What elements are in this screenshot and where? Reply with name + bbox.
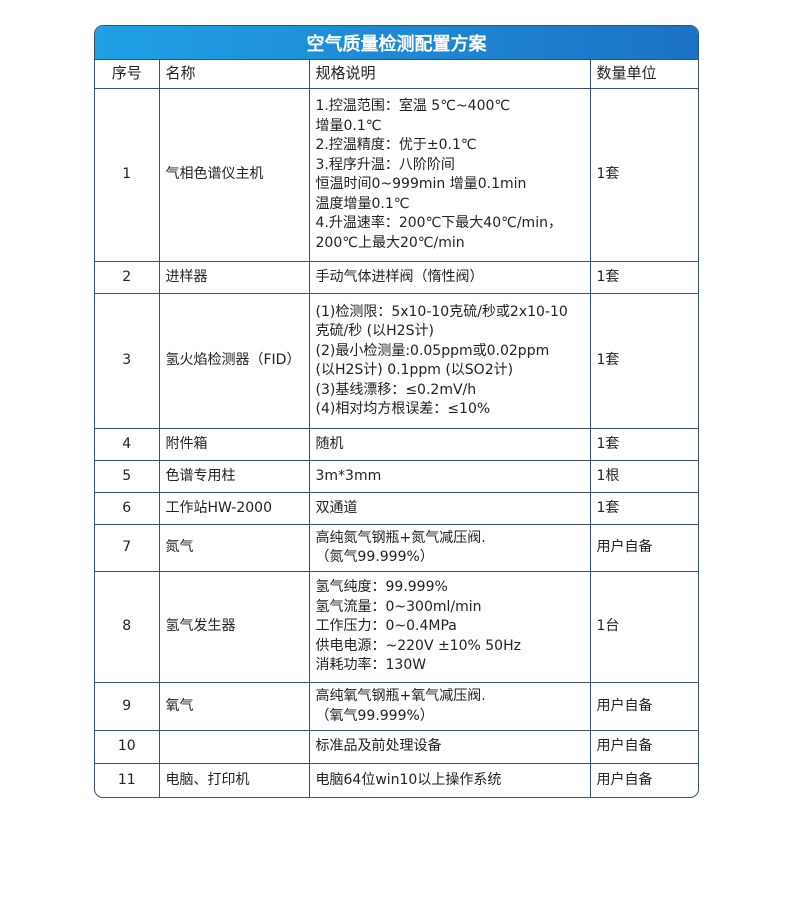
cell-name: 氢气发生器 [158, 571, 310, 683]
cell-spec: 标准品及前处理设备 [308, 730, 591, 764]
cell-spec: 电脑64位win10以上操作系统 [308, 763, 591, 797]
cell-qty: 1套 [589, 428, 698, 461]
table-row: 6 工作站HW-2000 双通道 1套 [95, 492, 698, 525]
header-name: 名称 [158, 59, 310, 89]
cell-no: 4 [95, 428, 160, 461]
cell-no: 7 [95, 524, 160, 572]
cell-no: 2 [95, 261, 160, 294]
table-title: 空气质量检测配置方案 [95, 26, 698, 59]
cell-name: 附件箱 [158, 428, 310, 461]
table-row: 11 电脑、打印机 电脑64位win10以上操作系统 用户自备 [95, 763, 698, 797]
cell-qty: 1套 [589, 88, 698, 262]
cell-no: 3 [95, 293, 160, 429]
cell-spec: 手动气体进样阀（惰性阀） [308, 261, 591, 294]
header-no: 序号 [95, 59, 160, 89]
cell-name: 气相色谱仪主机 [158, 88, 310, 262]
table-row: 2 进样器 手动气体进样阀（惰性阀） 1套 [95, 261, 698, 294]
cell-name: 工作站HW-2000 [158, 492, 310, 525]
table-row: 4 附件箱 随机 1套 [95, 428, 698, 461]
header-qty: 数量单位 [589, 59, 698, 89]
cell-name: 氢火焰检测器（FID） [158, 293, 310, 429]
cell-no: 1 [95, 88, 160, 262]
cell-no: 10 [95, 730, 160, 764]
cell-qty: 1套 [589, 261, 698, 294]
cell-name: 氧气 [158, 682, 310, 731]
cell-spec: 随机 [308, 428, 591, 461]
cell-qty: 1套 [589, 492, 698, 525]
cell-qty: 用户自备 [589, 524, 698, 572]
header-spec: 规格说明 [308, 59, 591, 89]
cell-name: 进样器 [158, 261, 310, 294]
cell-name: 电脑、打印机 [158, 763, 310, 797]
cell-qty: 1套 [589, 293, 698, 429]
cell-no: 6 [95, 492, 160, 525]
cell-qty: 1根 [589, 460, 698, 493]
cell-name [158, 730, 310, 764]
table-row: 1 气相色谱仪主机 1.控温范围：室温 5℃~400℃ 增量0.1℃ 2.控温精度：… [95, 88, 698, 262]
cell-spec: (1)检测限：5x10-10克硫/秒或2x10-10 克硫/秒 (以H2S计) … [308, 293, 591, 429]
header-row: 序号 名称 规格说明 数量单位 [95, 59, 698, 89]
table-row: 8 氢气发生器 氢气纯度：99.999% 氢气流量：0~300ml/min 工作压力… [95, 571, 698, 683]
cell-qty: 用户自备 [589, 682, 698, 731]
cell-qty: 用户自备 [589, 763, 698, 797]
table-row: 5 色谱专用柱 3m*3mm 1根 [95, 460, 698, 493]
table-row: 10 标准品及前处理设备 用户自备 [95, 730, 698, 764]
cell-spec: 3m*3mm [308, 460, 591, 493]
cell-spec: 高纯氧气钢瓶+氧气减压阀. （氧气99.999%） [308, 682, 591, 731]
cell-name: 氮气 [158, 524, 310, 572]
table-row: 9 氧气 高纯氧气钢瓶+氧气减压阀. （氧气99.999%） 用户自备 [95, 682, 698, 731]
cell-spec: 双通道 [308, 492, 591, 525]
cell-no: 5 [95, 460, 160, 493]
config-table: 空气质量检测配置方案 序号 名称 规格说明 数量单位 1 气相色谱仪主机 1.控温范… [94, 25, 699, 798]
cell-qty: 1台 [589, 571, 698, 683]
table-row: 3 氢火焰检测器（FID） (1)检测限：5x10-10克硫/秒或2x10-10 克… [95, 293, 698, 429]
cell-no: 9 [95, 682, 160, 731]
cell-spec: 1.控温范围：室温 5℃~400℃ 增量0.1℃ 2.控温精度：优于±0.1℃ … [308, 88, 591, 262]
cell-qty: 用户自备 [589, 730, 698, 764]
table-row: 7 氮气 高纯氮气钢瓶+氮气减压阀. （氮气99.999%） 用户自备 [95, 524, 698, 572]
cell-name: 色谱专用柱 [158, 460, 310, 493]
cell-spec: 高纯氮气钢瓶+氮气减压阀. （氮气99.999%） [308, 524, 591, 572]
cell-no: 11 [95, 763, 160, 797]
cell-no: 8 [95, 571, 160, 683]
cell-spec: 氢气纯度：99.999% 氢气流量：0~300ml/min 工作压力：0~0.4… [308, 571, 591, 683]
